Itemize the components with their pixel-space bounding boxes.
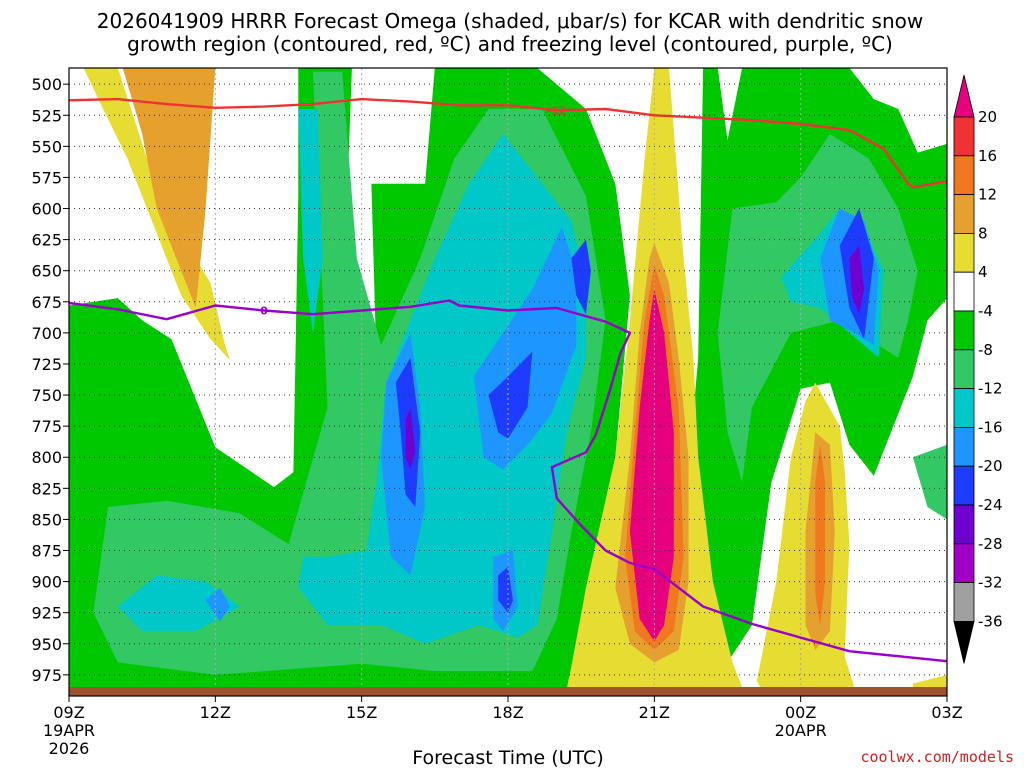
omega-shading bbox=[69, 68, 947, 690]
omega-region-1 bbox=[122, 68, 216, 308]
colorbar-label-9: -20 bbox=[978, 457, 1003, 475]
omega-region-5 bbox=[717, 133, 918, 483]
omega-region-30 bbox=[629, 289, 674, 642]
y-tick-label-17: 925 bbox=[31, 604, 62, 623]
y-tick-label-16: 900 bbox=[31, 573, 62, 592]
omega-region-6 bbox=[912, 444, 947, 520]
omega-region-19 bbox=[571, 239, 591, 315]
x-tick-label-0: 09Z bbox=[53, 703, 84, 722]
colorbar-label-4: 4 bbox=[978, 263, 988, 281]
chart-title-line-2: growth region (contoured, red, ºC) and f… bbox=[127, 32, 893, 56]
y-tick-label-13: 825 bbox=[31, 479, 62, 498]
y-tick-label-9: 725 bbox=[31, 355, 62, 374]
y-tick-label-6: 650 bbox=[31, 262, 62, 281]
omega-region-15 bbox=[205, 587, 230, 622]
colorbar-label-11: -28 bbox=[978, 535, 1003, 553]
ground-bar bbox=[69, 687, 947, 696]
colorbar-swatch-7 bbox=[953, 349, 975, 389]
temperature-contours: -12 0 bbox=[68, 97, 948, 663]
y-tick-label-7: 675 bbox=[31, 293, 62, 312]
y-axis-pressure: 500 525 550 575 600 625 650 675 700 725 750 775 800 8… bbox=[31, 75, 69, 685]
colorbar-label-5: -4 bbox=[978, 302, 993, 320]
colorbar-top-triangle bbox=[953, 74, 975, 118]
y-tick-label-4: 600 bbox=[31, 200, 62, 219]
omega-region-22 bbox=[849, 245, 865, 315]
x-tick-label-4: 21Z bbox=[639, 703, 670, 722]
chart-title-line-1: 2026041909 HRRR Forecast Omega (shaded, … bbox=[97, 9, 923, 33]
omega-region-20 bbox=[498, 566, 513, 613]
colorbar-label-8: -16 bbox=[978, 418, 1003, 436]
colorbar-label-10: -24 bbox=[978, 496, 1003, 514]
y-tick-label-2: 550 bbox=[31, 137, 62, 156]
colorbar-swatch-4 bbox=[953, 232, 975, 273]
colorbar-swatch-6 bbox=[953, 310, 975, 351]
colorbar-swatch-10 bbox=[953, 465, 975, 506]
isotherm-minus12-line bbox=[68, 97, 948, 189]
y-tick-label-3: 575 bbox=[31, 168, 62, 187]
x-tick-label-6: 03Z bbox=[931, 703, 962, 722]
colorbar-label-12: -32 bbox=[978, 574, 1003, 592]
colorbar-swatch-9 bbox=[953, 426, 975, 467]
y-tick-label-11: 775 bbox=[31, 417, 62, 436]
x-tick-label-5: 00Z bbox=[785, 703, 816, 722]
x-tick-year-0: 2026 bbox=[49, 739, 90, 758]
site-credit: coolwx.com/models bbox=[860, 748, 1014, 766]
y-tick-label-19: 975 bbox=[31, 666, 62, 685]
plot-area: -12 0 bbox=[68, 67, 948, 698]
omega-region-21 bbox=[405, 407, 416, 470]
colorbar-label-6: -8 bbox=[978, 341, 993, 359]
colorbar-swatch-8 bbox=[953, 388, 975, 428]
colorbar-swatch-13 bbox=[953, 582, 975, 622]
x-tick-label-2: 15Z bbox=[346, 703, 377, 722]
omega-colorbar: 20 16 12 8 4 -4 -8 -12 -16 -20 -24 -28 -32 -36 bbox=[953, 74, 1003, 664]
colorbar-swatch-5 bbox=[953, 271, 975, 312]
colorbar-swatch-3 bbox=[953, 194, 975, 234]
colorbar-label-2: 12 bbox=[978, 186, 997, 204]
y-tick-label-5: 625 bbox=[31, 231, 62, 250]
omega-region-10 bbox=[117, 575, 240, 632]
colorbar-label-0: 20 bbox=[978, 108, 997, 126]
x-tick-date-5: 20APR bbox=[775, 721, 827, 740]
colorbar-label-1: 16 bbox=[978, 147, 997, 165]
colorbar-swatch-12 bbox=[953, 543, 975, 583]
colorbar-label-3: 8 bbox=[978, 224, 988, 242]
omega-region-25 bbox=[912, 674, 947, 690]
x-axis-label: Forecast Time (UTC) bbox=[412, 747, 603, 768]
x-tick-label-3: 18Z bbox=[492, 703, 523, 722]
omega-region-7 bbox=[298, 109, 323, 333]
omega-region-8 bbox=[298, 133, 586, 644]
colorbar-label-13: -36 bbox=[978, 612, 1003, 630]
omega-region-29 bbox=[815, 444, 826, 626]
freezing-level-line-label: 0 bbox=[260, 304, 268, 317]
colorbar-label-7: -12 bbox=[978, 380, 1003, 398]
colorbar-swatch-2 bbox=[953, 155, 975, 196]
colorbar-bottom-triangle bbox=[953, 621, 975, 664]
colorbar-swatch-11 bbox=[953, 504, 975, 545]
x-tick-date-0: 19APR bbox=[43, 721, 95, 740]
y-tick-label-18: 950 bbox=[31, 635, 62, 654]
freezing-level-line bbox=[68, 299, 948, 663]
y-tick-label-0: 500 bbox=[31, 75, 62, 94]
y-tick-label-12: 800 bbox=[31, 448, 62, 467]
y-tick-label-14: 850 bbox=[31, 510, 62, 529]
omega-region-17 bbox=[488, 351, 533, 439]
y-tick-label-15: 875 bbox=[31, 542, 62, 561]
y-tick-label-8: 700 bbox=[31, 324, 62, 343]
isotherm-minus12-line-label: -12 bbox=[547, 104, 567, 117]
x-tick-label-1: 12Z bbox=[200, 703, 231, 722]
y-tick-label-1: 525 bbox=[31, 106, 62, 125]
colorbar-swatch-1 bbox=[953, 116, 975, 157]
y-tick-label-10: 750 bbox=[31, 386, 62, 405]
